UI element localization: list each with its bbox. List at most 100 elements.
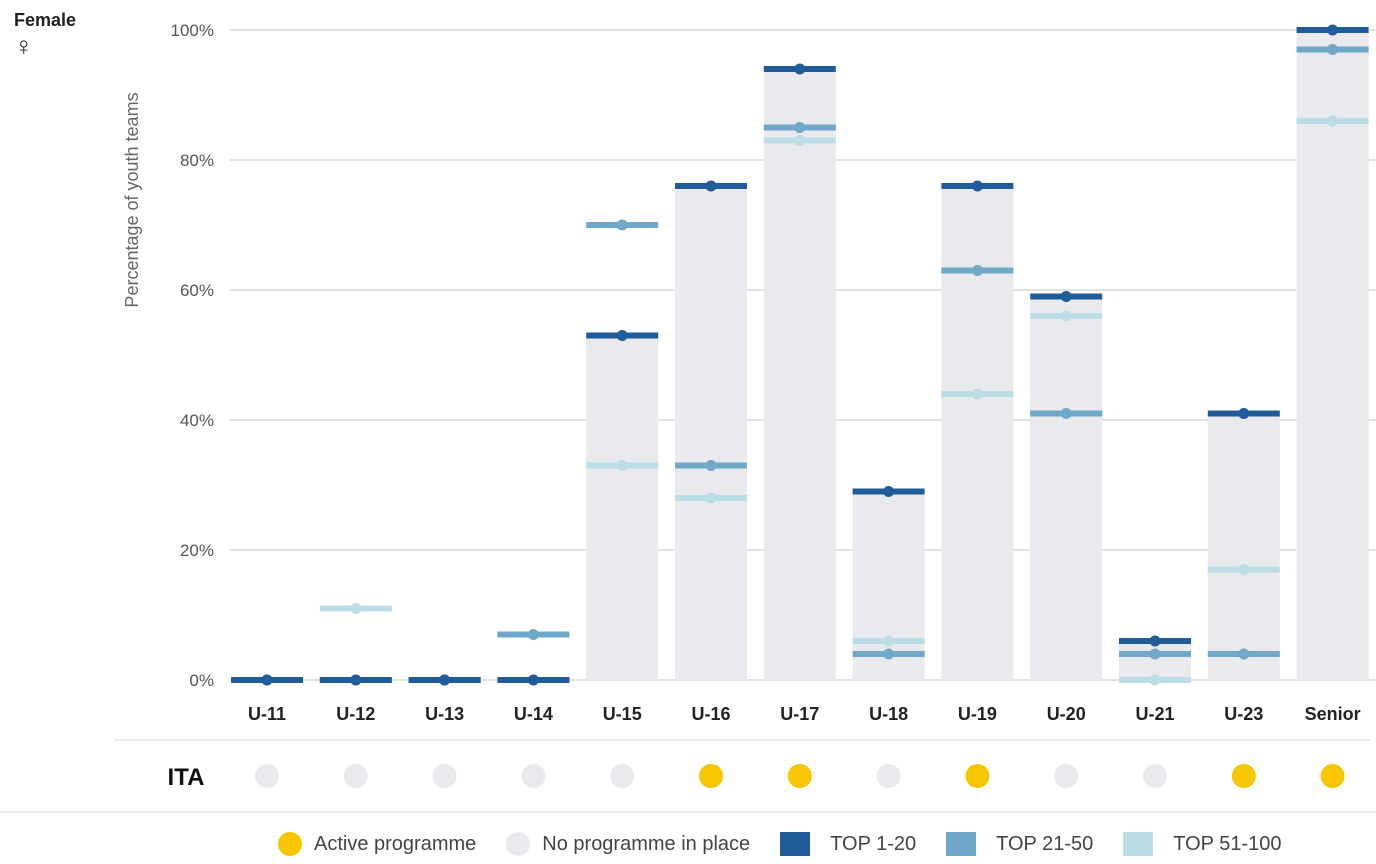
x-tick-label: U-12	[336, 704, 375, 724]
legend-item: TOP 21-50	[946, 832, 1093, 856]
point-top-21-50	[1238, 648, 1250, 660]
y-axis-ticks: 0% 20% 40% 60% 80% 100%	[171, 21, 214, 690]
x-tick-label: U-18	[869, 704, 908, 724]
x-tick-label: U-21	[1135, 704, 1174, 724]
point-top-1-20	[439, 674, 451, 686]
legend-item: TOP 1-20	[780, 832, 916, 856]
active-programme-dot	[787, 764, 812, 788]
y-axis-label: Percentage of youth teams	[122, 92, 142, 307]
point-top-1-20	[1238, 408, 1250, 419]
y-tick-label: 80%	[180, 151, 214, 170]
gender-label: Female	[14, 10, 77, 30]
point-top-51-100	[1238, 564, 1250, 575]
y-tick-label: 40%	[180, 411, 214, 430]
x-tick-label: U-20	[1047, 704, 1086, 724]
no-programme-dot	[432, 764, 457, 788]
legend-label: Active programme	[314, 832, 477, 855]
active-programme-dot	[1320, 764, 1345, 788]
bar-u-19	[941, 186, 1014, 680]
x-tick-label: U-17	[780, 704, 819, 724]
legend-dot-icon	[278, 832, 302, 856]
female-icon: ♀	[14, 31, 34, 61]
no-programme-dot	[1054, 764, 1079, 788]
markers	[231, 24, 1369, 686]
point-top-21-50	[1327, 44, 1339, 55]
point-top-51-100	[1327, 115, 1339, 127]
bar-senior	[1296, 30, 1369, 680]
point-top-1-20	[350, 674, 362, 686]
legend-item: TOP 51-100	[1123, 832, 1281, 856]
gender-indicator: Female ♀	[14, 10, 76, 59]
point-top-51-100	[1149, 674, 1161, 686]
x-tick-label: Senior	[1305, 704, 1361, 724]
point-top-21-50	[1060, 408, 1072, 419]
legend-item: No programme in place	[506, 832, 750, 856]
active-programme-dot	[1231, 764, 1256, 788]
point-top-21-50	[705, 460, 717, 471]
x-tick-label: U-15	[603, 704, 642, 724]
y-tick-label: 60%	[180, 281, 214, 300]
no-programme-dot	[255, 764, 279, 788]
point-top-1-20	[1149, 635, 1161, 647]
active-programme-dot	[699, 764, 723, 788]
legend-swatch-icon	[780, 832, 811, 856]
active-programme-dot	[965, 764, 990, 788]
no-programme-dot	[876, 764, 901, 788]
y-tick-label: 100%	[171, 21, 214, 40]
point-top-1-20	[794, 63, 806, 75]
point-top-1-20	[705, 180, 717, 192]
x-tick-label: U-11	[248, 704, 286, 724]
point-top-1-20	[1060, 291, 1072, 302]
bar-u-21	[1119, 641, 1191, 680]
point-top-21-50	[527, 629, 539, 640]
legend-dot-icon	[506, 832, 531, 856]
point-top-1-20	[261, 674, 273, 686]
x-tick-label: U-23	[1224, 704, 1263, 724]
point-top-51-100	[1060, 310, 1072, 322]
point-top-51-100	[616, 460, 628, 471]
bars	[586, 30, 1369, 680]
bar-u-23	[1207, 413, 1280, 680]
legend-item: Active programme	[278, 832, 476, 856]
legend-label: TOP 1-20	[830, 832, 917, 855]
point-top-21-50	[883, 648, 895, 660]
point-top-1-20	[1327, 24, 1339, 36]
point-top-51-100	[705, 492, 717, 504]
point-top-51-100	[971, 388, 983, 400]
legend-label: No programme in place	[542, 832, 751, 855]
point-top-21-50	[794, 122, 806, 133]
legend-label: TOP 51-100	[1173, 832, 1282, 855]
point-top-1-20	[971, 180, 983, 192]
point-top-1-20	[883, 486, 895, 497]
no-programme-dot	[1143, 764, 1167, 788]
x-tick-label: U-16	[691, 704, 730, 724]
point-top-51-100	[883, 635, 895, 647]
legend-label: TOP 21-50	[996, 832, 1094, 855]
point-top-21-50	[616, 219, 628, 231]
y-tick-label: 20%	[180, 541, 214, 560]
x-tick-label: U-19	[958, 704, 997, 724]
no-programme-dot	[343, 764, 368, 788]
programme-row	[255, 764, 1345, 788]
bar-u-15	[586, 335, 659, 680]
legend-swatch-icon	[1123, 832, 1154, 856]
legend-swatch-icon	[946, 832, 977, 856]
country-label: ITA	[168, 764, 205, 791]
point-top-21-50	[1149, 648, 1161, 660]
no-programme-dot	[610, 764, 635, 788]
y-tick-label: 0%	[189, 671, 214, 690]
point-top-1-20	[616, 330, 628, 341]
x-tick-label: U-14	[514, 704, 553, 724]
no-programme-dot	[521, 764, 546, 788]
point-top-51-100	[350, 603, 362, 614]
legend: Active programme No programme in place TOP…	[278, 826, 1281, 862]
bar-u-16	[675, 186, 747, 680]
bar-u-20	[1030, 296, 1103, 680]
chart: 0%20%40%60%80%100% U-11 U-12 U-13 U-14 U-15 U…	[0, 21, 1376, 813]
x-axis-ticks: U-11 U-12 U-13 U-14 U-15 U-16 U-17 U-18 U-19 U-20…	[248, 704, 1361, 724]
x-tick-label: U-13	[425, 704, 464, 724]
bar-u-17	[763, 69, 836, 680]
point-top-1-20	[527, 674, 539, 686]
point-top-51-100	[794, 135, 806, 146]
point-top-21-50	[971, 265, 983, 276]
